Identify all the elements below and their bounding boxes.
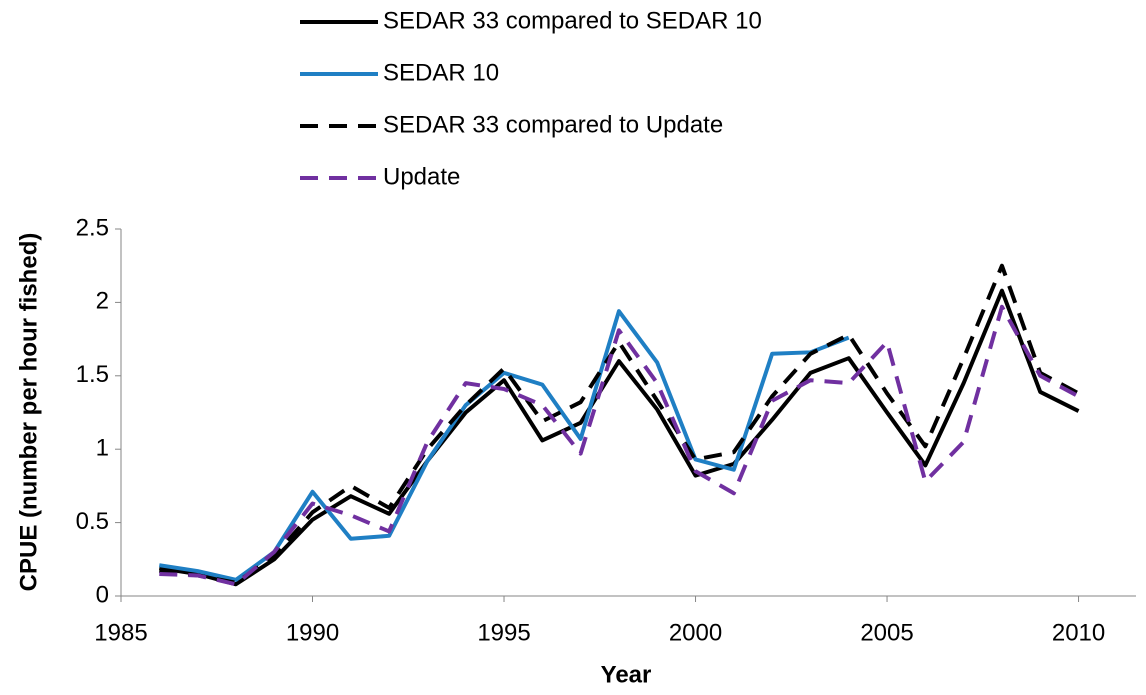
x-tick-label: 1985 [94,619,147,646]
series-line [158,309,850,582]
legend-label: SEDAR 10 [383,59,499,86]
y-tick-label: 0 [96,581,109,608]
y-tick-label: 0.5 [76,508,109,535]
legend-label: SEDAR 33 compared to Update [383,111,723,138]
x-tick-label: 2010 [1052,619,1105,646]
x-tick-label: 1995 [477,619,530,646]
y-axis-title: CPUE (number per hour fished) [15,233,42,592]
x-tick-label: 1990 [286,619,339,646]
x-tick-label: 2000 [669,619,722,646]
y-tick-label: 1.5 [76,361,109,388]
series-line [159,263,1080,585]
y-tick-label: 2 [96,288,109,315]
y-tick-label: 1 [96,435,109,462]
x-tick-label: 2005 [860,619,913,646]
x-axis-title: Year [601,661,652,688]
series-line [159,304,1080,587]
series-line [158,288,1080,587]
legend-label: SEDAR 33 compared to SEDAR 10 [383,7,762,34]
legend-label: Update [383,163,460,190]
y-tick-label: 2.5 [76,214,109,241]
